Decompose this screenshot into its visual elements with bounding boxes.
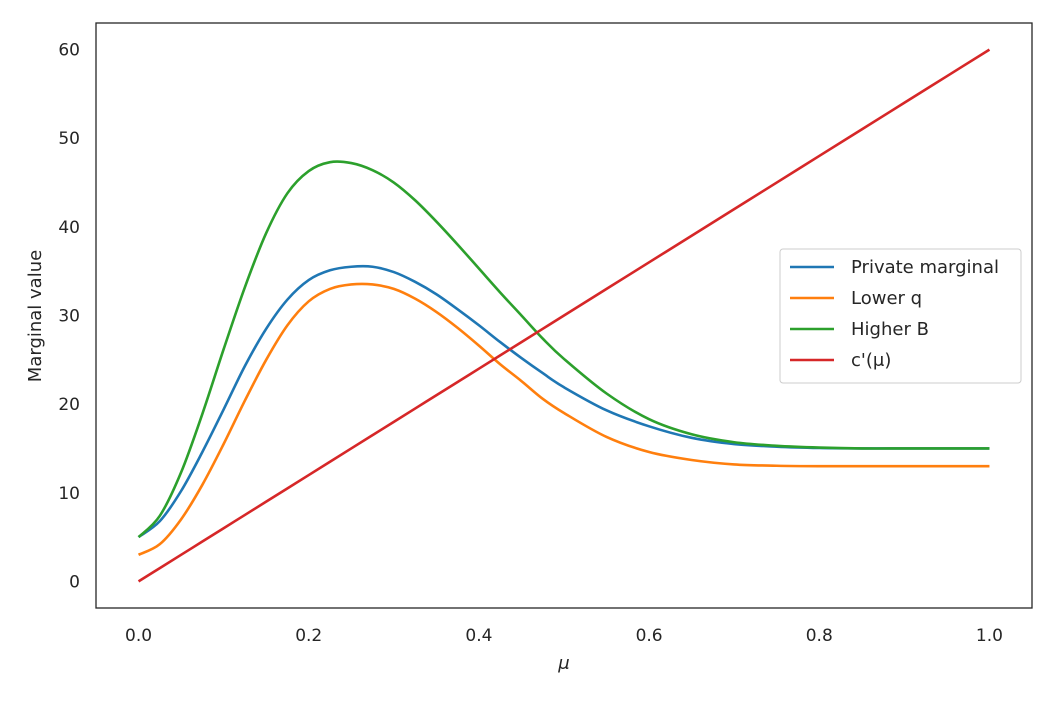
x-tick-label: 0.0 [125, 626, 152, 646]
y-axis-label: Marginal value [25, 250, 46, 382]
y-tick-label: 0 [69, 572, 80, 592]
series-layer [137, 48, 991, 583]
legend-label: c'(μ) [851, 350, 891, 371]
y-tick-label: 50 [58, 129, 80, 149]
y-tick-labels: 0 10 20 30 40 50 60 [58, 41, 80, 593]
legend-label: Private marginal [851, 257, 999, 278]
legend-label: Lower q [851, 288, 922, 309]
legend-box [779, 248, 1022, 384]
x-tick-label: 0.8 [806, 626, 833, 646]
plot-frame [95, 22, 1033, 609]
series-line-2 [137, 160, 990, 539]
legend: Private marginal Lower q Higher B c'(μ) [779, 248, 1022, 384]
y-tick-label: 60 [58, 41, 80, 61]
y-tick-label: 20 [58, 395, 80, 415]
x-tick-label: 0.4 [465, 626, 492, 646]
x-tick-label: 0.6 [636, 626, 663, 646]
x-tick-label: 1.0 [976, 626, 1003, 646]
series-line-3 [137, 48, 991, 583]
y-tick-label: 10 [58, 484, 80, 504]
y-tick-label: 40 [58, 218, 80, 238]
x-axis-label: μ [557, 653, 569, 674]
y-tick-label: 30 [58, 307, 80, 327]
series-line-1 [137, 282, 990, 557]
x-tick-labels: 0.0 0.2 0.4 0.6 0.8 1.0 [125, 626, 1003, 646]
legend-items: Private marginal Lower q Higher B c'(μ) [790, 257, 999, 371]
legend-label: Higher B [851, 319, 929, 340]
x-tick-label: 0.2 [295, 626, 322, 646]
